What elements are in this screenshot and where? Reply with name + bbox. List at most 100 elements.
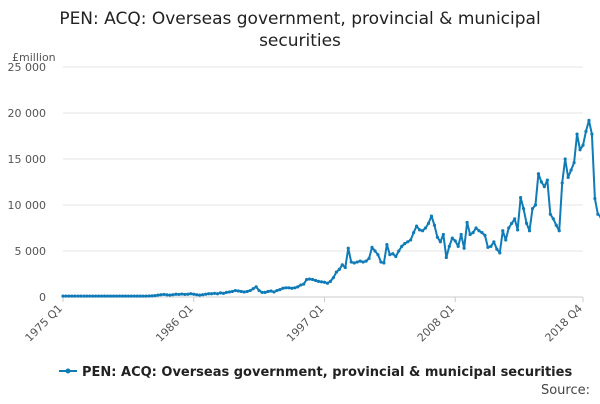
data-point — [209, 292, 214, 296]
data-point — [331, 276, 335, 280]
data-point — [168, 293, 172, 297]
data-point — [397, 249, 401, 253]
data-point — [444, 255, 448, 260]
data-point — [82, 294, 86, 298]
data-point — [281, 286, 285, 290]
data-point — [406, 240, 410, 244]
data-point — [215, 292, 220, 296]
data-point — [415, 224, 419, 228]
data-point — [251, 287, 255, 291]
data-point — [554, 223, 558, 227]
data-point — [186, 292, 190, 296]
data-point — [138, 294, 142, 298]
data-point — [230, 289, 234, 294]
data-point — [373, 249, 377, 253]
x-tick-label: 1997 Q1 — [284, 302, 327, 345]
data-point — [587, 118, 591, 122]
y-axis-label: £million — [12, 51, 56, 64]
data-point — [524, 221, 529, 225]
data-point — [578, 148, 582, 152]
data-point — [313, 278, 318, 283]
data-point — [566, 175, 570, 179]
data-point — [560, 181, 564, 185]
data-point — [207, 292, 211, 296]
data-point — [64, 294, 68, 298]
data-point — [563, 157, 567, 161]
chart-title-line-2: securities — [259, 31, 341, 51]
data-point — [177, 292, 181, 297]
data-point — [364, 259, 368, 263]
data-point — [471, 231, 475, 235]
grid-layer — [63, 66, 583, 298]
data-point — [388, 253, 392, 257]
data-point — [459, 232, 463, 237]
data-point — [337, 267, 341, 271]
data-point — [236, 289, 240, 293]
y-tick-label: 10 000 — [8, 199, 47, 212]
data-point — [132, 294, 136, 298]
data-point — [429, 214, 434, 218]
data-point — [516, 228, 520, 232]
data-point — [391, 252, 395, 256]
data-point — [284, 286, 288, 290]
data-point — [438, 240, 442, 244]
data-point — [180, 292, 184, 296]
x-tick-label: 2018 Q4 — [543, 302, 586, 345]
data-point — [569, 168, 573, 172]
data-point — [343, 265, 347, 270]
data-point — [590, 132, 594, 136]
data-point — [162, 292, 166, 297]
data-point — [328, 279, 333, 283]
data-point — [302, 282, 306, 286]
data-point — [432, 223, 437, 227]
data-point — [551, 217, 555, 221]
data-point — [290, 286, 294, 290]
data-point — [489, 244, 493, 248]
data-point — [316, 279, 321, 283]
y-tick-label: 5 000 — [15, 245, 47, 258]
data-point — [456, 244, 460, 248]
data-point — [105, 294, 110, 298]
data-point — [73, 294, 77, 298]
data-point — [263, 290, 267, 294]
data-point — [426, 221, 431, 225]
source-label: Source: — [541, 383, 590, 398]
data-point — [123, 294, 127, 298]
data-point — [159, 293, 163, 297]
legend-series-label: PEN: ACQ: Overseas government, provincia… — [82, 365, 572, 380]
data-point — [412, 231, 416, 235]
data-point — [403, 242, 407, 246]
data-point — [379, 260, 383, 264]
data-point — [248, 288, 252, 293]
data-point — [581, 143, 585, 147]
data-point — [423, 226, 428, 230]
chart-title-line-1: PEN: ACQ: Overseas government, provincia… — [59, 9, 540, 29]
data-point — [111, 294, 116, 298]
data-point — [308, 277, 312, 281]
data-point — [358, 259, 362, 263]
legend: PEN: ACQ: Overseas government, provincia… — [59, 365, 572, 380]
data-point — [542, 185, 546, 189]
data-point — [114, 294, 119, 298]
data-point — [409, 238, 413, 242]
data-point — [141, 294, 145, 298]
data-point — [420, 229, 425, 233]
data-point — [480, 231, 484, 235]
data-point — [126, 294, 130, 298]
data-point — [527, 229, 532, 233]
data-point — [435, 235, 439, 239]
data-point — [79, 294, 83, 298]
data-point — [171, 293, 175, 297]
legend-swatch-marker — [65, 368, 71, 374]
data-point — [539, 180, 544, 184]
data-point — [346, 246, 350, 250]
x-tick-label: 1986 Q1 — [153, 302, 196, 345]
data-point — [468, 232, 472, 237]
data-point — [376, 253, 380, 257]
data-point — [91, 294, 95, 298]
data-point — [147, 294, 151, 298]
data-point — [195, 293, 199, 297]
data-point — [183, 292, 187, 297]
data-point — [465, 220, 469, 225]
